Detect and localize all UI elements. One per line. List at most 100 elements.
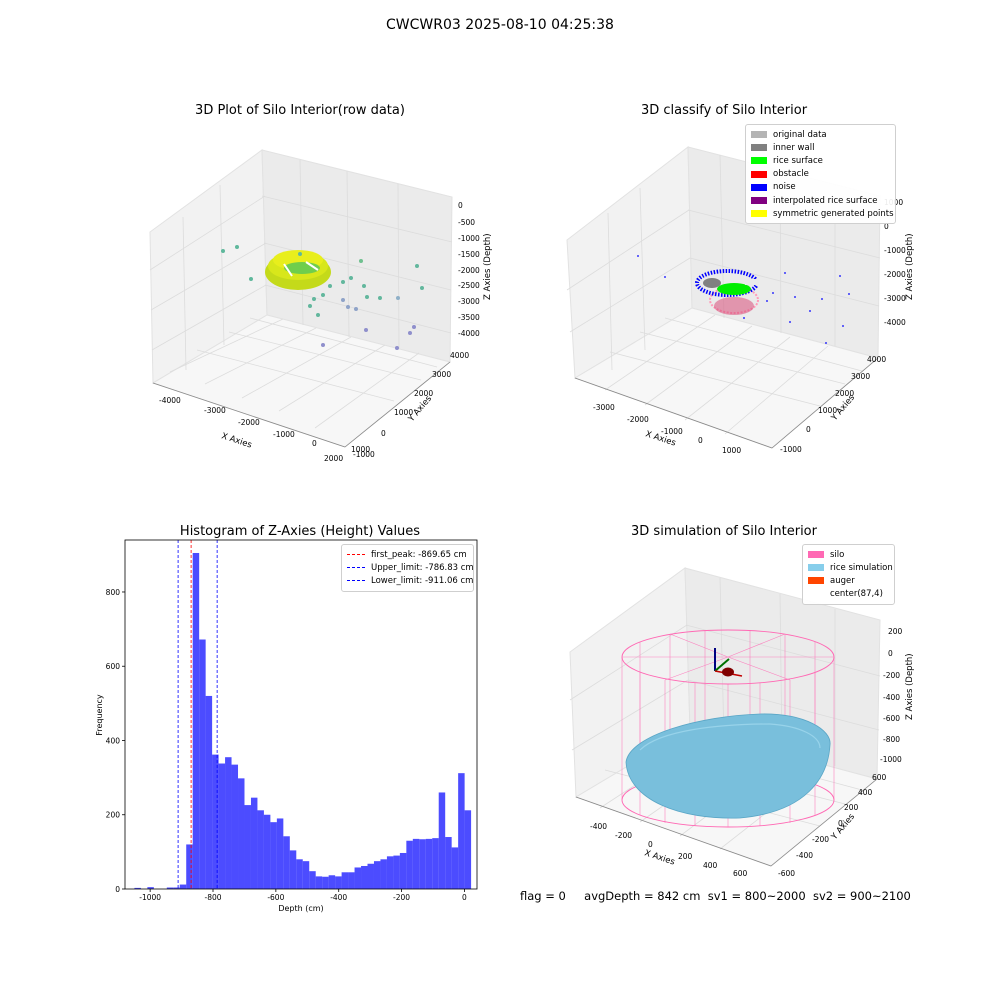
sim-z-tick: -400 xyxy=(883,693,900,702)
legend-item: silo xyxy=(808,548,889,561)
classify-x-tick: -3000 xyxy=(593,403,615,412)
histogram-bar xyxy=(238,778,245,889)
raw-tick-labels: -4000 -3000 -2000 -1000 0 1000 2000 -100… xyxy=(159,201,480,463)
histogram-title: Histogram of Z-Axies (Height) Values xyxy=(179,524,421,539)
legend-item: symmetric generated points xyxy=(751,207,894,220)
histogram-bar xyxy=(412,838,420,889)
histogram-bar xyxy=(173,887,180,889)
legend-item: first_peak: -869.65 cm xyxy=(347,548,468,561)
histogram-bar xyxy=(399,852,407,889)
raw-x-tick: -1000 xyxy=(273,430,295,439)
legend-swatch xyxy=(751,157,767,165)
histogram-y-tick-label: 0 xyxy=(115,885,120,894)
legend-swatch xyxy=(808,577,824,585)
histogram-bar xyxy=(464,810,472,889)
raw-y-tick: 2000 xyxy=(414,389,433,398)
histogram-bar xyxy=(250,797,258,889)
raw-rice-surface xyxy=(265,250,331,290)
legend-label: noise xyxy=(773,182,796,193)
classify-y-tick: 4000 xyxy=(867,355,886,364)
classify-z-tick: 0 xyxy=(884,222,889,231)
legend-line xyxy=(347,554,365,556)
histogram-bar xyxy=(296,859,303,889)
sim-y-tick: 400 xyxy=(858,788,873,797)
histogram-x-tick-label: 0 xyxy=(462,893,467,902)
histogram-reference-lines xyxy=(177,540,218,889)
legend-label: rice simulation xyxy=(830,562,893,573)
sim-y-tick: -600 xyxy=(778,869,795,878)
classify-x-tick: -2000 xyxy=(627,415,649,424)
histogram-bar xyxy=(335,876,342,889)
raw-y-axis-line xyxy=(344,361,451,448)
legend-label: rice surface xyxy=(773,155,823,166)
histogram-bar xyxy=(451,847,459,889)
legend-item: original data xyxy=(751,128,890,141)
classify-z-tick: -1000 xyxy=(884,246,906,255)
histogram-y-tick-label: 200 xyxy=(106,811,121,820)
histogram-bar xyxy=(361,865,368,889)
raw-z-tick: -1500 xyxy=(458,250,480,259)
classify-z-label: Z Axies (Depth) xyxy=(905,233,915,300)
legend-swatch xyxy=(808,590,824,598)
histogram-bar xyxy=(263,814,271,889)
classify-plot-title: 3D classify of Silo Interior xyxy=(640,103,808,118)
histogram-bar xyxy=(283,836,290,889)
histogram-x-tick-label: -1000 xyxy=(139,893,161,902)
legend-label: Lower_limit: -911.06 cm xyxy=(371,575,474,586)
raw-3d-plot: -4000 -3000 -2000 -1000 0 1000 2000 -100… xyxy=(149,149,493,463)
histogram-bar xyxy=(328,875,336,889)
histogram-y-tick-label: 400 xyxy=(106,736,121,745)
histogram-ticks: -1000 -800 -600 -400 -200 0 0 200 400 600 800 xyxy=(106,588,467,902)
legend-item: Upper_limit: -786.83 cm xyxy=(347,561,474,574)
histogram-bar xyxy=(432,838,439,889)
raw-x-tick: -4000 xyxy=(159,396,181,405)
legend-label: Upper_limit: -786.83 cm xyxy=(371,562,474,573)
histogram-bar xyxy=(445,837,452,889)
raw-y-tick: 4000 xyxy=(450,351,469,360)
raw-y-tick: 1000 xyxy=(394,408,413,417)
auger-marker xyxy=(714,648,743,677)
simulation-legend: silo rice simulation auger center(87,4) xyxy=(802,544,895,605)
raw-x-axis-line xyxy=(152,382,346,448)
histogram-chart: -1000 -800 -600 -400 -200 0 0 200 400 600 800 Dept… xyxy=(95,539,478,913)
histogram-y-label: Frequency xyxy=(95,694,104,736)
legend-label: interpolated rice surface xyxy=(773,195,878,206)
classify-noise-points xyxy=(637,255,850,344)
histogram-bar xyxy=(309,871,316,889)
raw-z-tick: -4000 xyxy=(458,329,480,338)
status-footer: flag = 0 avgDepth = 842 cm sv1 = 800~200… xyxy=(520,889,911,903)
legend-swatch xyxy=(808,564,824,572)
classify-gridlines xyxy=(566,154,881,435)
legend-label: auger xyxy=(830,575,855,586)
histogram-bar xyxy=(179,884,187,889)
histogram-bar xyxy=(322,876,329,889)
legend-item: Lower_limit: -911.06 cm xyxy=(347,574,473,587)
legend-label: obstacle xyxy=(773,169,809,180)
legend-swatch xyxy=(751,170,767,178)
histogram-bar xyxy=(354,867,362,889)
legend-item: noise xyxy=(751,181,890,194)
legend-swatch xyxy=(751,131,767,139)
legend-label: symmetric generated points xyxy=(773,208,894,219)
sim-x-label: X Axies xyxy=(643,848,676,867)
raw-scatter-points xyxy=(221,245,424,350)
histogram-bar xyxy=(289,850,297,889)
raw-x-tick: 1000 xyxy=(351,445,370,454)
legend-swatch xyxy=(751,210,767,218)
legend-item: rice simulation xyxy=(808,561,893,574)
histogram-bar xyxy=(134,887,141,889)
sim-x-tick: -400 xyxy=(590,822,607,831)
histogram-bar xyxy=(367,863,374,889)
histogram-bar xyxy=(393,855,400,889)
histogram-x-tick-label: -400 xyxy=(330,893,347,902)
classify-z-tick: -4000 xyxy=(884,318,906,327)
raw-z-tick: -500 xyxy=(458,218,475,227)
sim-x-axis-line xyxy=(575,796,772,867)
raw-z-tick: -2000 xyxy=(458,266,480,275)
sim-x-tick: 600 xyxy=(733,869,748,878)
classify-x-tick: 0 xyxy=(698,436,703,445)
sim-x-tick: -200 xyxy=(615,831,632,840)
histogram-bar xyxy=(192,552,200,889)
legend-swatch xyxy=(808,551,824,559)
raw-y-tick: 0 xyxy=(381,429,386,438)
